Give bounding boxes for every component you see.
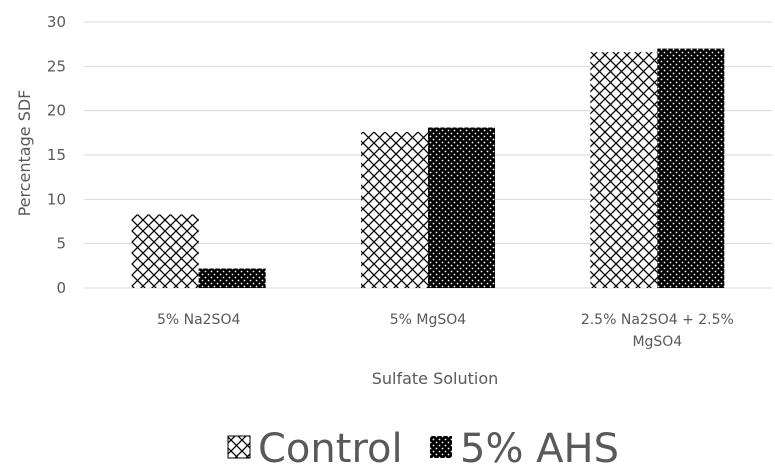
bar-control-3 xyxy=(590,52,658,288)
x-tick-label: MgSO4 xyxy=(632,334,682,350)
bar-ahs-3 xyxy=(657,48,725,288)
x-axis-title: Sulfate Solution xyxy=(372,369,499,388)
y-tick-label: 15 xyxy=(47,146,66,164)
bar-ahs-2 xyxy=(428,127,495,288)
y-tick-label: 30 xyxy=(47,13,66,31)
y-tick-label: 0 xyxy=(56,279,66,297)
x-tick-label: 5% Na2SO4 xyxy=(157,312,241,328)
legend-swatch-ahs xyxy=(430,436,452,458)
bar-control-1 xyxy=(131,214,199,288)
legend: Control 5% AHS xyxy=(227,426,619,470)
y-tick-label: 25 xyxy=(47,57,66,75)
x-category-labels: 5% Na2SO4 5% MgSO4 2.5% Na2SO4 + 2.5% MgSO4 xyxy=(157,312,734,350)
legend-label-control: Control xyxy=(258,426,403,470)
legend-swatch-control xyxy=(227,435,251,459)
legend-label-ahs: 5% AHS xyxy=(460,426,619,470)
y-tick-label: 20 xyxy=(47,102,66,120)
y-tick-label: 10 xyxy=(47,190,66,208)
y-tick-label: 5 xyxy=(56,235,66,253)
y-axis-title: Percentage SDF xyxy=(15,90,34,217)
bar-control-2 xyxy=(361,131,428,288)
x-tick-label: 2.5% Na2SO4 + 2.5% xyxy=(581,312,734,328)
bars xyxy=(131,48,725,288)
bar-ahs-1 xyxy=(198,268,266,288)
y-tick-labels: 0 5 10 15 20 25 30 xyxy=(47,13,66,297)
x-tick-label: 5% MgSO4 xyxy=(390,312,467,328)
